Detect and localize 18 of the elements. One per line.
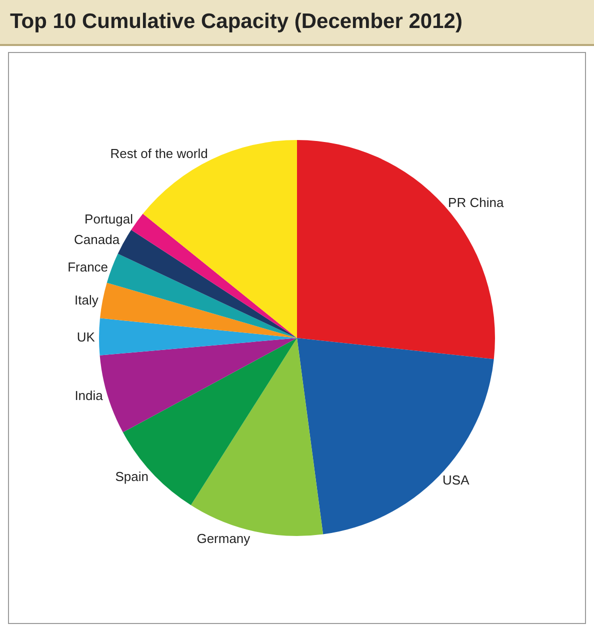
pie-slice: [100, 282, 297, 338]
slice-label: PR China: [448, 194, 504, 210]
slice-label: Portugal: [84, 212, 134, 227]
slice-label: France: [68, 260, 108, 275]
slice-label: Canada: [74, 232, 120, 248]
pie-slice: [106, 254, 297, 338]
slice-label: USA: [442, 472, 470, 488]
slice-label: India: [74, 388, 104, 404]
pie-slice: [297, 338, 494, 534]
chart-title: Top 10 Cumulative Capacity (December 2012): [0, 0, 594, 46]
slice-label: Spain: [115, 469, 148, 484]
slice-label: Germany: [196, 531, 251, 546]
slice-label: UK: [76, 329, 96, 344]
slice-label: Italy: [74, 292, 99, 308]
pie-slice: [131, 214, 297, 338]
slice-label: Rest of the world: [110, 146, 208, 161]
pie-slice: [142, 140, 297, 338]
pie-slice: [99, 318, 297, 356]
